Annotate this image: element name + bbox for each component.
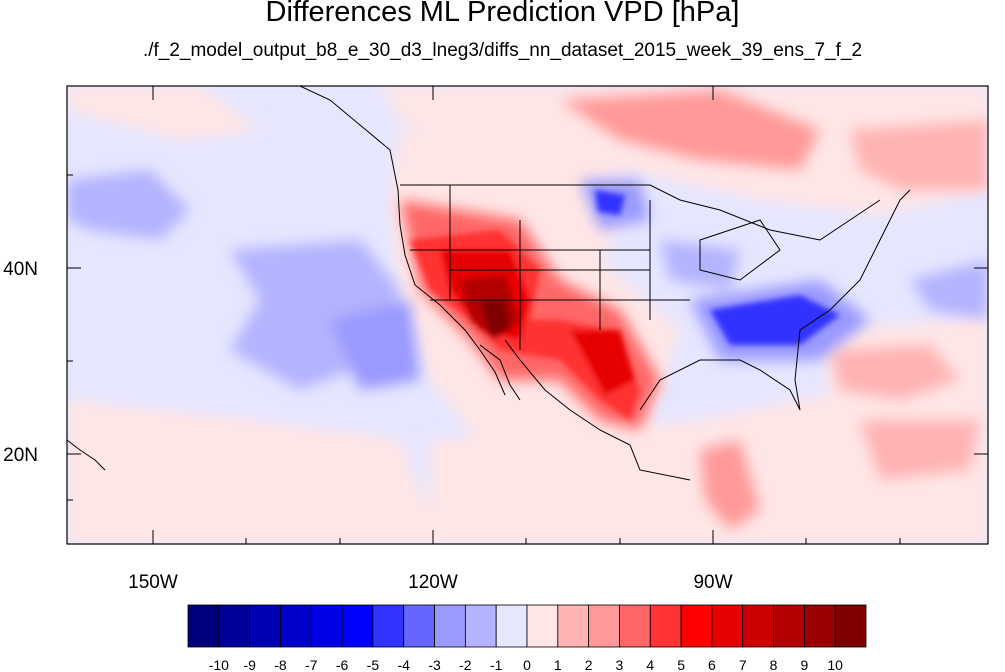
y-tick-label-20n: 20N <box>3 445 38 466</box>
data-field <box>67 86 988 544</box>
colorbar-label: 8 <box>770 657 778 672</box>
colorbar-label: -6 <box>336 657 349 672</box>
colorbar-swatch <box>310 604 343 648</box>
colorbar-label: -10 <box>209 657 229 672</box>
colorbar-swatch <box>773 604 805 648</box>
colorbar-label: 0 <box>523 657 531 672</box>
map-title: Differences ML Prediction VPD [hPa] <box>265 0 740 28</box>
colorbar-swatch <box>218 604 251 648</box>
colorbar-label: 7 <box>739 657 747 672</box>
colorbar-swatch <box>464 604 497 648</box>
colorbar-label: 4 <box>646 657 654 672</box>
colorbar-label: -8 <box>274 657 287 672</box>
x-tick-label-150w: 150W <box>128 572 178 593</box>
colorbar-label: -1 <box>490 657 503 672</box>
colorbar-swatch <box>711 604 744 648</box>
colorbar-label: -4 <box>398 657 411 672</box>
colorbar-swatch <box>341 604 374 648</box>
colorbar-swatch <box>280 604 312 648</box>
colorbar-swatch <box>557 604 590 648</box>
colorbar-label: 1 <box>554 657 562 672</box>
colorbar-label: -9 <box>243 657 256 672</box>
colorbar-label: -3 <box>428 657 441 672</box>
colorbar-swatch <box>495 604 528 648</box>
colorbar-swatch <box>372 604 405 648</box>
colorbar-swatch <box>403 604 435 648</box>
colorbar-swatch <box>649 604 682 648</box>
colorbar-label: 5 <box>677 657 685 672</box>
colorbar-label: 3 <box>616 657 624 672</box>
colorbar-label: 9 <box>800 657 808 672</box>
colorbar-swatch <box>187 604 220 648</box>
coastline-layer <box>67 86 911 481</box>
map-subtitle: ./f_2_model_output_b8_e_30_d3_lneg3/diff… <box>142 40 863 61</box>
colorbar-label: -2 <box>459 657 472 672</box>
colorbar: -10 -9 -8 -7 -6 -5 -4 -3 -2 -1 0 1 2 3 4 5 6 7 8 9 10 <box>187 604 867 672</box>
plot-frame <box>66 85 989 545</box>
y-tick-label-40n: 40N <box>3 259 38 280</box>
colorbar-label: -5 <box>367 657 380 672</box>
colorbar-swatch <box>526 604 559 648</box>
colorbar-swatch <box>803 604 836 648</box>
colorbar-swatch <box>619 604 651 648</box>
x-tick-label-90w: 90W <box>693 572 732 593</box>
colorbar-label: -7 <box>305 657 318 672</box>
colorbar-swatch <box>249 604 281 648</box>
colorbar-swatch <box>834 604 867 648</box>
colorbar-label: 2 <box>585 657 593 672</box>
colorbar-swatch <box>680 604 713 648</box>
colorbar-label: 6 <box>708 657 716 672</box>
colorbar-swatch <box>588 604 620 648</box>
axis-ticks <box>67 86 988 544</box>
colorbar-swatch <box>742 604 774 648</box>
colorbar-swatch <box>434 604 466 648</box>
x-tick-label-120w: 120W <box>408 572 458 593</box>
colorbar-label: 10 <box>827 657 843 672</box>
